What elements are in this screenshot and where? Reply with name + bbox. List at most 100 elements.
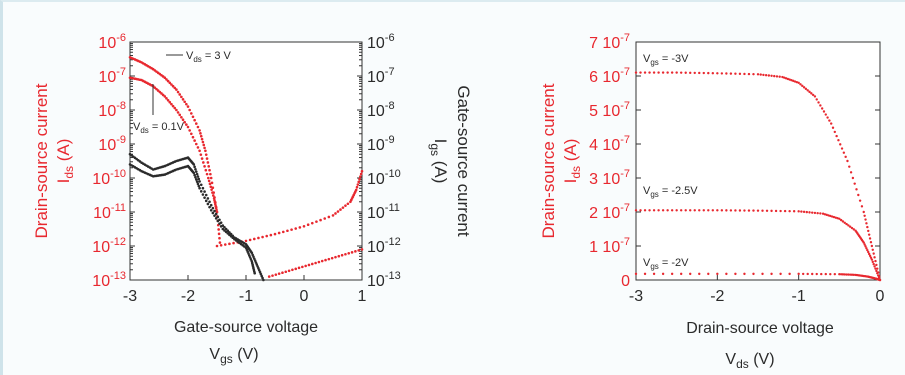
left-series-5-point [246, 250, 249, 253]
left-series-0-point [163, 76, 167, 79]
right-ytick-label: 1 10-7 [589, 236, 630, 256]
right-chart-y-axis-symbol: Ids (A) [561, 139, 583, 184]
right-series-0-point [804, 87, 808, 91]
left-series-3-point [327, 257, 331, 261]
right-y-sym-unit: (A) [431, 156, 450, 183]
right-series-0-point [666, 71, 669, 74]
right-x-axis-symbol-tail: (V) [749, 351, 775, 368]
left-series-5-point [249, 258, 253, 261]
left-series-2-point [200, 157, 204, 160]
right-series-2-point [824, 272, 827, 276]
right-series-2-point [815, 272, 818, 276]
left-series-0-point [199, 134, 203, 138]
left-y-title-group: Drain-source current [32, 83, 51, 238]
left-series-3-point [347, 251, 351, 255]
right-series-0-point [762, 73, 765, 77]
right-ytick-label-exp: -13 [385, 270, 401, 282]
right-ytick-label: 3 10-7 [589, 168, 630, 188]
left-series-4-point [259, 272, 263, 276]
left-series-4-point [262, 278, 265, 282]
left-series-5-point [194, 178, 198, 181]
left-ytick-label: 10-13 [92, 270, 126, 290]
right-series-1-point [868, 254, 872, 258]
left-series-4-point [213, 209, 216, 213]
right-ytick-label: 0 [621, 273, 630, 290]
left-series-1-point [358, 177, 361, 181]
right-y-axis-symbol: Igs (A) [428, 139, 450, 184]
left-ytick-label-base: 10 [92, 171, 110, 188]
right-ytick-exp: -7 [620, 134, 630, 146]
left-series-2-point [168, 100, 172, 104]
right-series-2-point [829, 272, 832, 276]
left-ytick-label-base: 10 [92, 239, 110, 256]
right-annot-2-base: V [643, 257, 651, 269]
left-series-0-point [190, 112, 193, 115]
right-series-0-point [756, 73, 760, 76]
left-series-0-point [165, 78, 168, 81]
right-series-0-point [770, 74, 773, 78]
left-y-axis-symbol: Ids (A) [54, 139, 76, 184]
left-series-1-point [334, 212, 337, 215]
right-ytick-base: 10 [598, 239, 620, 256]
right-series-1-point [684, 209, 687, 212]
left-series-5-point [247, 252, 250, 255]
left-series-1-point [219, 243, 223, 247]
right-series-1-point [872, 262, 875, 266]
right-chart-y-symbol-group: Ids (A) [561, 139, 583, 184]
left-series-4-point [255, 263, 259, 266]
right-series-2-point [752, 272, 755, 276]
left-series-2-point [185, 123, 188, 126]
right-series-0-point [720, 72, 724, 75]
left-series-1-point [215, 244, 219, 248]
right-ytick-base: 10 [598, 35, 620, 52]
right-series-1-point [792, 210, 796, 213]
right-series-2-point [643, 272, 647, 276]
right-series-0-point [795, 80, 799, 84]
right-series-1-point [867, 250, 870, 254]
right-ytick-base: 10 [598, 205, 620, 222]
right-series-2-point [707, 272, 710, 276]
left-ytick-label-base: 10 [98, 69, 116, 86]
right-series-0-point [806, 89, 809, 92]
right-series-1-point [841, 220, 845, 223]
left-series-5-point [204, 199, 208, 203]
left-series-4-point [201, 186, 205, 190]
left-series-0-point [168, 81, 172, 85]
annot-vds3-sub: ds [193, 55, 201, 64]
right-ytick-label: 10-8 [367, 100, 395, 120]
left-series-2-point [203, 165, 206, 168]
right-series-2-point [716, 272, 719, 276]
right-x-axis-symbol-sub: ds [736, 357, 749, 371]
left-xtick-label: -3 [123, 288, 137, 305]
right-series-2-point [806, 272, 809, 276]
left-series-1-point [286, 229, 289, 233]
left-series-1-point [248, 238, 252, 242]
right-series-0-point [826, 116, 829, 119]
right-ytick-base: 10 [598, 103, 620, 120]
left-series-3-point [344, 252, 347, 256]
left-series-4-point [257, 268, 261, 272]
right-series-0-point [820, 107, 824, 110]
left-series-5-point [194, 175, 197, 179]
right-ytick-label: 10-12 [367, 236, 401, 256]
right-series-0-point [784, 77, 788, 80]
annot-vds3-tail: = 3 V [202, 50, 232, 62]
right-series-1-point [876, 272, 879, 275]
right-y-sym-base: I [431, 139, 450, 144]
left-series-4-point [258, 270, 262, 274]
left-series-2-point [212, 197, 216, 200]
left-series-1-point [331, 214, 335, 217]
right-series-0-point [866, 225, 869, 229]
left-series-2-point [213, 200, 217, 204]
left-series-1-point [223, 243, 227, 246]
left-series-0-point [181, 98, 185, 101]
left-series-1-point [360, 169, 364, 173]
right-series-2-point [670, 272, 674, 276]
left-series-3-point [320, 259, 324, 263]
right-series-2-point [743, 272, 746, 276]
right-annot-2-sub: gs [650, 262, 658, 271]
right-annot-1-sub: gs [650, 190, 658, 199]
left-series-1-point [306, 223, 310, 227]
right-ytick-base: 10 [598, 137, 620, 154]
right-x-axis-title: Drain-source voltage [686, 320, 834, 337]
